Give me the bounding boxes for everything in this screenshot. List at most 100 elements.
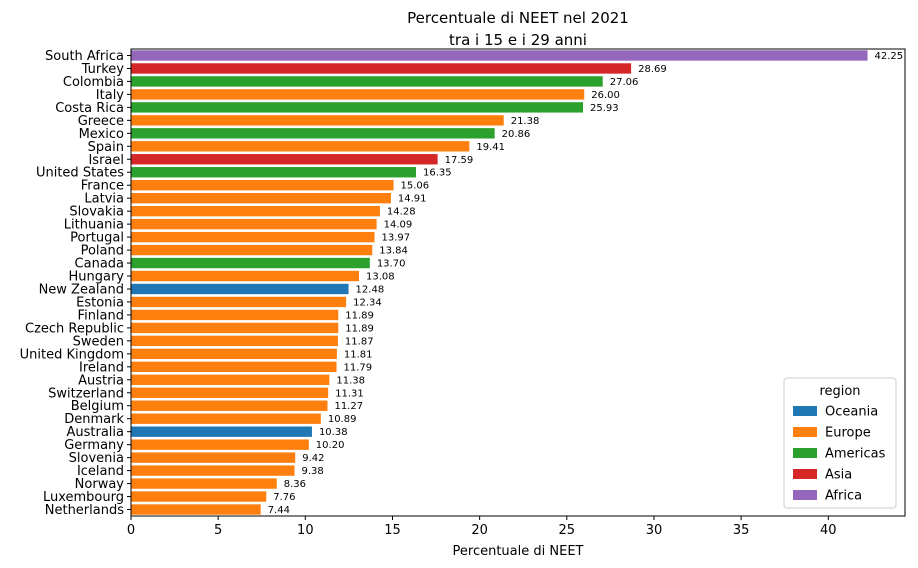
country-label: United States: [36, 166, 124, 181]
bar: [131, 205, 380, 217]
bar-value-label: 11.38: [336, 375, 365, 386]
bar: [131, 167, 417, 178]
bar: [131, 387, 329, 398]
value-labels-layer: 42.25 28.69 27.06 26.00 25.93 21.38 20.86 19.41…: [268, 51, 903, 516]
country-label: Germany: [64, 438, 124, 453]
legend-swatch: [793, 490, 817, 500]
bar-value-label: 20.86: [502, 129, 531, 140]
x-tick-label: 0: [127, 523, 135, 538]
bar: [131, 89, 585, 100]
bar-value-label: 12.34: [353, 297, 382, 308]
plot-frame: [130, 48, 906, 517]
bar: [131, 218, 377, 230]
bar: [131, 400, 328, 411]
bar-value-label: 15.06: [401, 181, 430, 192]
country-label: Slovakia: [69, 205, 124, 220]
bar-value-label: 11.79: [344, 362, 373, 373]
bar-value-label: 7.76: [273, 492, 295, 503]
bar: [131, 465, 295, 476]
bar: [131, 413, 321, 424]
bar-value-label: 7.44: [268, 505, 290, 516]
bar-value-label: 8.36: [284, 479, 306, 490]
bar-value-label: 11.89: [345, 323, 374, 334]
bar: [131, 115, 504, 126]
bar-value-label: 25.93: [590, 103, 619, 114]
bar: [131, 426, 312, 437]
bar-value-label: 10.89: [328, 414, 357, 425]
legend-entry-label: Oceania: [825, 405, 878, 420]
x-tick-label: 40: [820, 523, 837, 538]
bar-value-label: 14.91: [398, 194, 427, 205]
bar: [131, 478, 277, 489]
country-label: Italy: [96, 88, 125, 103]
country-label: Switzerland: [48, 386, 124, 401]
bar-value-label: 11.81: [344, 349, 373, 360]
bar: [131, 491, 267, 502]
x-tick-label: 35: [733, 523, 750, 538]
bar-value-label: 42.25: [875, 51, 904, 62]
bar-value-label: 28.69: [638, 64, 667, 75]
chart-title: Percentuale di NEET nel 2021: [407, 9, 629, 27]
country-label: Israel: [88, 153, 124, 168]
country-label: Turkey: [81, 62, 125, 77]
x-tick-label: 15: [384, 523, 401, 538]
country-label: Czech Republic: [25, 321, 124, 336]
x-axis-label: Percentuale di NEET: [453, 544, 584, 559]
bar: [131, 192, 391, 204]
country-label: Latvia: [84, 192, 124, 207]
legend-entry-label: Europe: [825, 426, 871, 441]
bar-value-label: 27.06: [610, 77, 639, 88]
country-label: Mexico: [79, 127, 124, 142]
bar: [131, 322, 339, 334]
bar-value-label: 21.38: [511, 116, 540, 127]
country-label: Hungary: [68, 270, 124, 285]
country-label: Canada: [75, 257, 124, 272]
legend-entry-label: Africa: [825, 489, 862, 504]
country-label: Slovenia: [69, 451, 124, 466]
bar: [131, 50, 868, 61]
bar-value-label: 16.35: [423, 168, 452, 179]
bar: [131, 244, 373, 256]
bar: [131, 76, 603, 87]
country-label: Estonia: [76, 295, 124, 310]
bar: [131, 257, 370, 269]
x-tick-label: 5: [214, 523, 222, 538]
country-label: Netherlands: [45, 503, 124, 518]
country-label: Lithuania: [64, 218, 124, 233]
country-label: Denmark: [64, 412, 124, 427]
country-label: Luxembourg: [43, 490, 124, 505]
x-tick-label: 20: [471, 523, 488, 538]
legend-title: region: [819, 384, 860, 399]
bar: [131, 231, 375, 243]
legend-swatch: [793, 406, 817, 416]
country-label: Spain: [88, 140, 124, 155]
country-label: United Kingdom: [20, 347, 124, 362]
bar-value-label: 11.89: [345, 310, 374, 321]
country-label: Iceland: [77, 464, 124, 479]
country-label: Costa Rica: [55, 101, 124, 116]
bar-value-label: 13.84: [379, 246, 408, 257]
bar: [131, 141, 470, 152]
bar-value-label: 9.42: [302, 453, 324, 464]
x-tick-label: 25: [559, 523, 576, 538]
x-tick-label: 10: [297, 523, 314, 538]
bar-value-label: 11.87: [345, 336, 374, 347]
country-label: Norway: [75, 477, 125, 492]
country-label: Ireland: [79, 360, 124, 375]
bar: [131, 504, 261, 515]
bar-value-label: 26.00: [591, 90, 620, 101]
country-label: Belgium: [71, 399, 124, 414]
bar: [131, 270, 360, 282]
country-label: Portugal: [70, 231, 124, 246]
legend-entries: Oceania Europe Americas Asia Africa: [793, 405, 886, 504]
country-label: France: [81, 179, 124, 194]
bar-value-label: 11.31: [335, 388, 364, 399]
bar-value-label: 17.59: [445, 155, 474, 166]
bar-value-label: 12.48: [356, 284, 385, 295]
bar: [131, 154, 438, 165]
country-label: South Africa: [45, 49, 124, 64]
country-label: New Zealand: [39, 282, 124, 297]
legend-swatch: [793, 448, 817, 458]
bar: [131, 361, 337, 373]
